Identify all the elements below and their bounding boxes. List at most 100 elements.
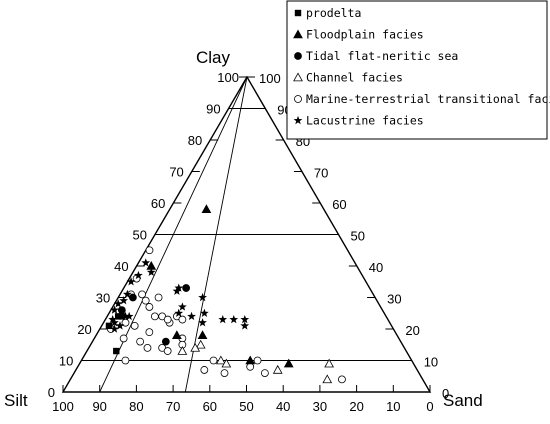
legend: prodelta Floodplain facies Tidal flat-neri… [286,0,550,140]
tick-label-clay: 60 [151,196,165,211]
legend-label-prodelta: prodelta [306,6,361,20]
legend-marker-lacustrine-facies [293,115,303,125]
legend-label-tidal-flat-neritic-sea: Tidal flat-neritic sea [306,49,458,63]
data-point-lacustrine-facies [174,283,184,292]
data-point-floodplain-facies [197,330,208,340]
tick-label-clay: 20 [77,322,91,337]
data-point-lacustrine-facies [240,321,250,330]
data-point-tidal-flat-neritic-sea [182,284,191,292]
tick-label-silt: 60 [203,399,217,414]
tick-label-sand: 10 [424,355,438,370]
tick-label-silt: 70 [166,399,180,414]
data-point-marine-terrestrial-transitional-facies [138,290,146,299]
tick-label-sand: 20 [405,323,419,338]
data-point-channel-facies [272,364,283,374]
data-point-marine-terrestrial-transitional-facies [121,356,130,365]
tick-label-clay: 40 [114,259,128,274]
tick-label-silt: 10 [386,399,400,414]
grid-line-ratio-0.5-1 [184,76,248,393]
data-point-marine-terrestrial-transitional-facies [253,356,262,365]
legend-marker-tidal-flat-neritic-sea [294,52,302,60]
data-point-floodplain-facies [146,260,157,270]
tick-label-clay: 90 [206,102,220,117]
data-point-lacustrine-facies [121,311,130,321]
tick-label-sand: 0 [442,386,449,401]
data-point-marine-terrestrial-transitional-facies [200,366,209,374]
data-point-lacustrine-facies [126,277,136,286]
tick-label-silt: 100 [52,399,74,414]
tick-label-clay: 30 [96,291,110,306]
data-point-lacustrine-facies [110,324,119,333]
data-point-lacustrine-facies [218,314,228,324]
legend-label-floodplain-facies: Floodplain facies [306,28,424,42]
data-point-marine-terrestrial-transitional-facies [119,334,128,343]
data-point-lacustrine-facies [240,314,250,324]
tick-label-silt: 0 [426,399,433,414]
data-point-lacustrine-facies [187,311,196,321]
tick-label-clay: 80 [188,133,202,148]
data-point-marine-terrestrial-transitional-facies [154,293,163,302]
data-point-lacustrine-facies [108,314,118,324]
legend-label-lacustrine-facies: Lacustrine facies [306,114,424,128]
tick-label-clay: 10 [59,354,73,369]
data-point-prodelta [118,313,126,320]
vertex-label-clay: Clay [196,48,231,67]
data-point-marine-terrestrial-transitional-facies [136,337,145,346]
data-point-lacustrine-facies [123,289,132,299]
data-point-lacustrine-facies [178,302,187,311]
data-point-lacustrine-facies [110,305,119,314]
data-point-marine-terrestrial-transitional-facies [163,347,172,355]
data-point-floodplain-facies [245,355,256,365]
data-point-marine-terrestrial-transitional-facies [260,369,269,378]
vertex-label-sand: Sand [443,391,483,410]
legend-marker-marine-terrestrial-transitional-facies [294,95,302,103]
tick-label-silt: 20 [349,399,363,414]
data-point-lacustrine-facies [198,318,207,327]
data-point-marine-terrestrial-transitional-facies [220,369,229,378]
data-point-marine-terrestrial-transitional-facies [141,296,150,305]
tick-label-sand: 30 [387,292,401,307]
data-point-lacustrine-facies [146,267,156,277]
data-point-prodelta [105,322,113,330]
data-point-lacustrine-facies [124,311,134,321]
tick-label-clay: 50 [133,228,147,243]
tick-label-silt: 40 [276,399,290,414]
data-point-floodplain-facies [171,330,182,340]
data-point-tidal-flat-neritic-sea [128,293,137,302]
data-point-marine-terrestrial-transitional-facies [130,321,139,330]
data-point-lacustrine-facies [115,321,125,330]
data-point-marine-terrestrial-transitional-facies [145,303,154,311]
data-point-channel-facies [324,358,334,368]
legend-box [286,0,548,140]
legend-label-marine-terrestrial-transitional-facies: Marine-terrestrial transitional facies [306,92,550,106]
data-point-marine-terrestrial-transitional-facies [143,343,152,352]
tick-label-clay: 70 [169,165,183,180]
data-point-tidal-flat-neritic-sea [117,306,126,315]
tick-label-silt: 30 [313,399,327,414]
data-point-lacustrine-facies [198,292,207,302]
data-point-prodelta [114,313,122,320]
data-point-marine-terrestrial-transitional-facies [246,362,255,371]
data-point-channel-facies [195,339,206,349]
data-point-marine-terrestrial-transitional-facies [145,246,154,255]
data-point-marine-terrestrial-transitional-facies [145,328,154,337]
legend-marker-floodplain-facies [293,29,303,39]
legend-label-channel-facies: Channel facies [306,71,403,85]
data-point-channel-facies [215,355,226,365]
data-point-channel-facies [221,358,232,368]
data-point-lacustrine-facies [229,314,239,324]
point-layer [105,204,346,384]
data-point-prodelta [113,347,120,355]
data-point-marine-terrestrial-transitional-facies [163,315,172,324]
data-point-lacustrine-facies [141,258,151,267]
tick-label-sand: 60 [332,197,346,212]
tick-label-clay: 0 [48,385,55,400]
data-point-tidal-flat-neritic-sea [161,337,170,346]
data-point-channel-facies [190,342,201,352]
data-point-marine-terrestrial-transitional-facies [150,312,159,321]
tick-label-sand: 50 [351,229,365,244]
tick-label-silt: 90 [92,399,106,414]
